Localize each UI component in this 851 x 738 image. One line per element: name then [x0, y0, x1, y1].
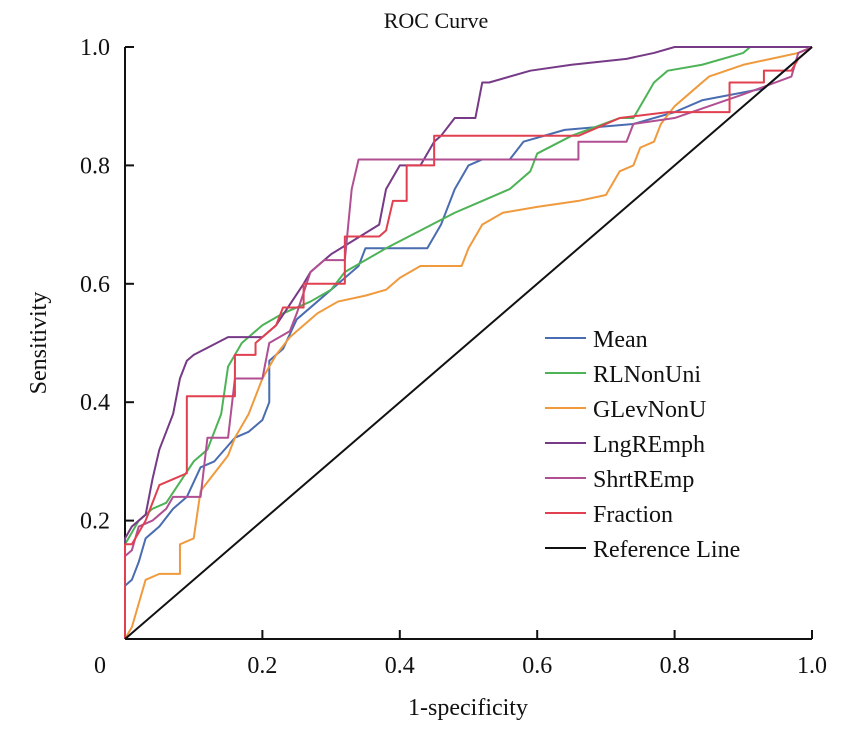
y-tick-label: 0.6 — [80, 272, 110, 298]
x-tick-label: 0.2 — [247, 653, 277, 679]
y-axis-label: Sensitivity — [26, 292, 52, 395]
series-line-lngremph — [124, 46, 812, 639]
legend-label-fraction: Fraction — [593, 502, 673, 528]
x-tick-label: 0.6 — [522, 653, 552, 679]
series-line-glevnonu — [124, 46, 813, 640]
y-tick-label: 0.4 — [80, 390, 110, 416]
y-tick-label: 1.0 — [80, 35, 110, 61]
series-line-reference-line — [124, 46, 813, 640]
legend-label-shrtremp: ShrtREmp — [593, 467, 694, 493]
legend-label-reference-line: Reference Line — [593, 537, 740, 563]
series-line-rlnonuni — [124, 46, 812, 639]
legend-label-rlnonuni: RLNonUni — [593, 362, 701, 388]
series-line-mean — [124, 46, 813, 639]
x-axis-label: 1-specificity — [408, 695, 528, 721]
chart-title: ROC Curve — [384, 8, 489, 33]
y-tick-label: 0.8 — [80, 153, 110, 179]
legend-label-mean: Mean — [593, 327, 648, 353]
x-tick-label: 0.8 — [660, 653, 690, 679]
x-tick-label: 1.0 — [797, 653, 827, 679]
y-tick-label: 0.2 — [80, 509, 110, 535]
legend-label-glevnonu: GLevNonU — [593, 397, 706, 423]
legend-label-lngremph: LngREmph — [593, 432, 705, 458]
series-line-shrtremp — [124, 46, 813, 639]
x-tick-label: 0.4 — [385, 653, 415, 679]
series-line-fraction — [124, 46, 813, 639]
x-tick-label: 0 — [94, 653, 106, 679]
